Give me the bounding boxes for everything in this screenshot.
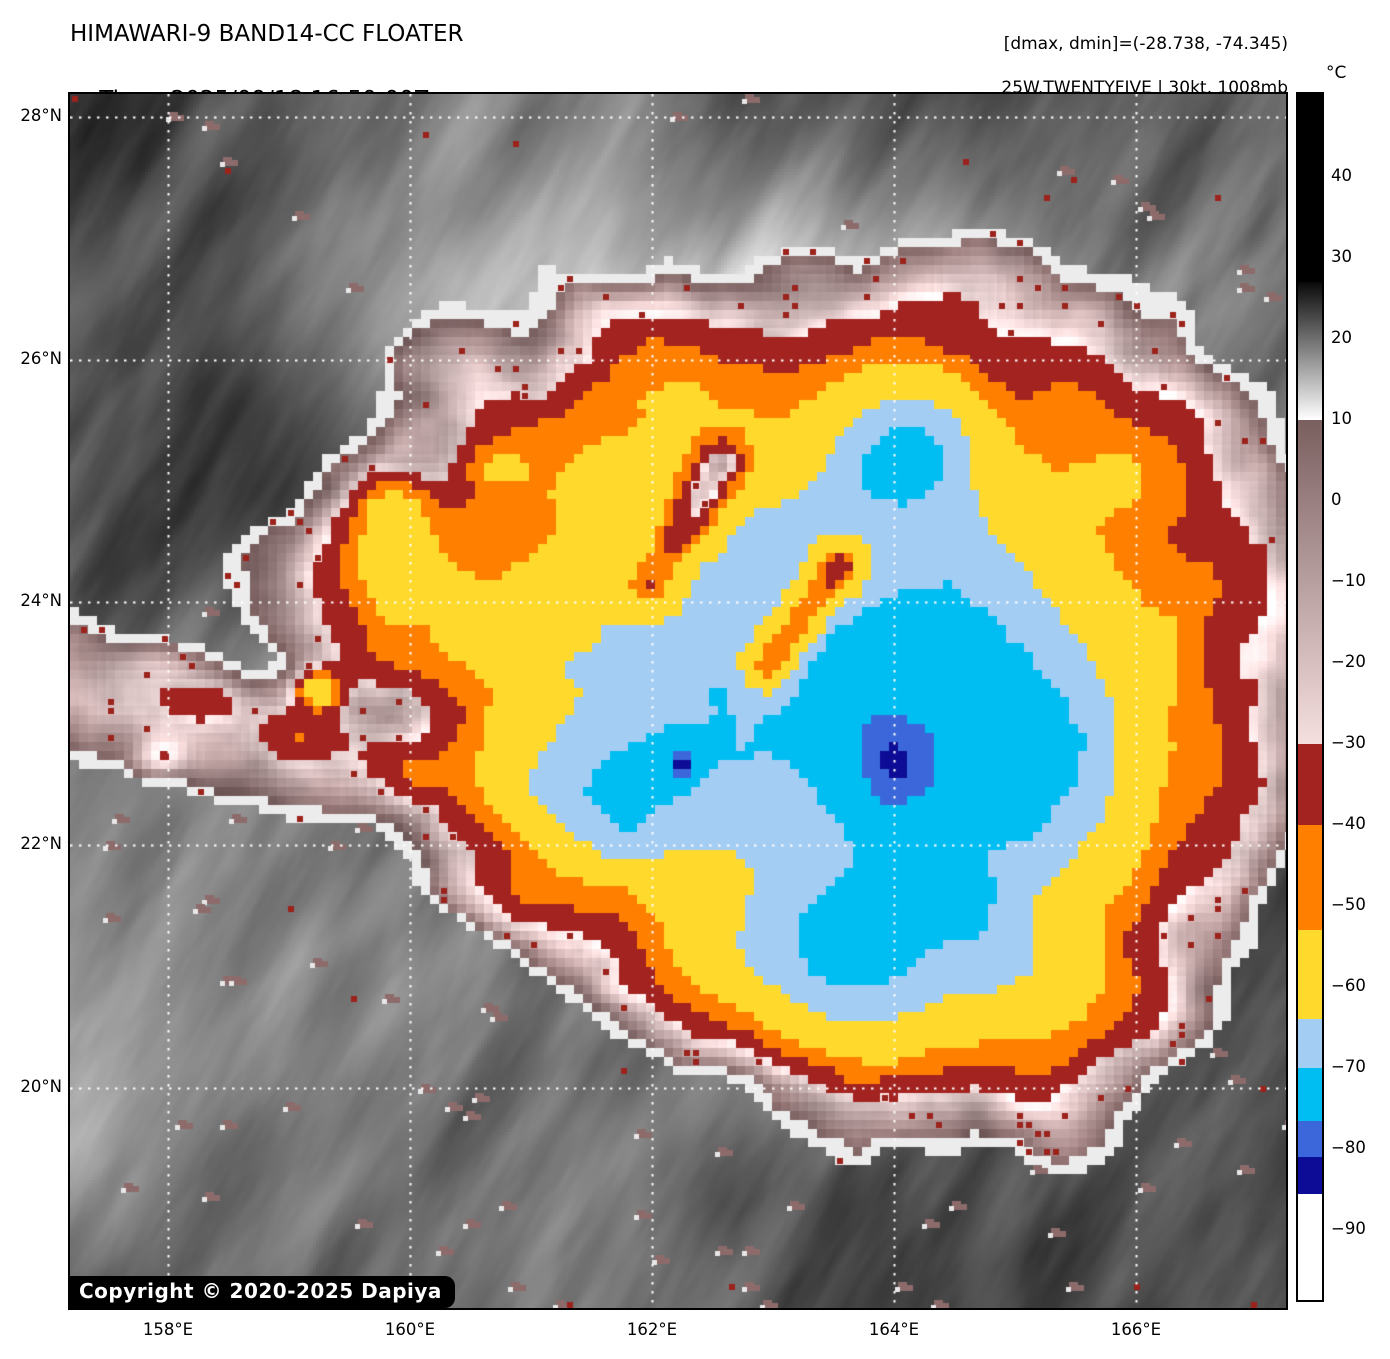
longitude-tick-label: 158°E <box>142 1320 194 1339</box>
colorbar-tick-label: −20 <box>1331 651 1366 671</box>
map-frame: Copyright © 2020-2025 Dapiya <box>68 92 1288 1310</box>
dmax-dmin-readout: [dmax, dmin]=(-28.738, -74.345) <box>1003 34 1288 54</box>
longitude-tick-label: 162°E <box>626 1320 678 1339</box>
colorbar-tick-label: −90 <box>1331 1219 1366 1239</box>
longitude-axis: 158°E 160°E 162°E 164°E 166°E <box>70 1320 1286 1350</box>
longitude-tick-label: 164°E <box>868 1320 920 1339</box>
colorbar-tick-label: −50 <box>1331 894 1366 914</box>
colorbar-tick-label: 30 <box>1331 247 1352 267</box>
colorbar-tick-label: 10 <box>1331 408 1352 428</box>
colorbar-tick-label: 40 <box>1331 165 1352 185</box>
colorbar-tick-label: 0 <box>1331 490 1342 510</box>
storm-info: [dmax, dmin]=(-28.738, -74.345) 25W.TWEN… <box>980 33 1288 99</box>
colorbar-tick-label: −30 <box>1331 733 1366 753</box>
latitude-tick-label: 28°N <box>20 106 62 125</box>
satellite-map-canvas <box>70 94 1286 1308</box>
colorbar-unit-label: °C <box>1326 63 1347 83</box>
copyright-badge: Copyright © 2020-2025 Dapiya <box>70 1276 455 1308</box>
latitude-tick-label: 22°N <box>20 834 62 853</box>
colorbar-tick-label: −60 <box>1331 976 1366 996</box>
longitude-tick-label: 166°E <box>1110 1320 1162 1339</box>
colorbar-tick-label: −80 <box>1331 1138 1366 1157</box>
colorbar-tick-labels: 40 30 20 10 0 −10 −20 −30 −40 −50 −60 −70 −80 −90 <box>1331 93 1390 1299</box>
title-line1: HIMAWARI-9 BAND14-CC FLOATER <box>70 21 464 47</box>
colorbar <box>1296 92 1324 1302</box>
latitude-tick-label: 20°N <box>20 1077 62 1096</box>
colorbar-gradient <box>1298 94 1322 1300</box>
colorbar-tick-label: −40 <box>1331 813 1366 833</box>
latitude-tick-label: 26°N <box>20 349 62 368</box>
colorbar-tick-label: −70 <box>1331 1056 1366 1076</box>
latitude-axis: 28°N 26°N 24°N 22°N 20°N <box>0 94 62 1308</box>
colorbar-tick-label: 20 <box>1331 327 1352 347</box>
colorbar-tick-label: −10 <box>1331 570 1366 590</box>
latitude-tick-label: 24°N <box>20 591 62 610</box>
longitude-tick-label: 160°E <box>384 1320 436 1339</box>
